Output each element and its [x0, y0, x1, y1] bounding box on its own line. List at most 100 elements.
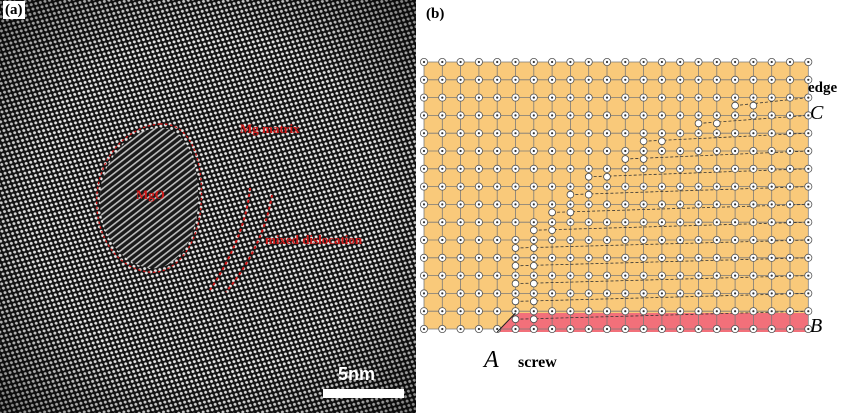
- atom-core: [642, 310, 645, 313]
- atom-core: [514, 221, 517, 224]
- atom-core: [752, 167, 755, 170]
- atom-core: [605, 327, 609, 331]
- atom-core: [605, 149, 609, 153]
- displaced-atom: [731, 101, 739, 110]
- atom-core: [807, 203, 810, 206]
- atom-core: [605, 292, 609, 295]
- edge-label: edge: [808, 80, 838, 96]
- atom-core: [477, 327, 480, 331]
- atom-core: [734, 310, 737, 313]
- atom-core: [459, 274, 462, 277]
- atom-core: [496, 238, 499, 242]
- atom-core: [624, 185, 627, 188]
- atom-core: [551, 203, 554, 206]
- atom-core: [697, 78, 700, 81]
- atom-core: [734, 203, 737, 206]
- atom-core: [587, 238, 590, 242]
- atom-core: [587, 114, 590, 117]
- point-b-label: B: [810, 315, 823, 337]
- atom-core: [734, 238, 737, 242]
- atom-core: [715, 238, 718, 242]
- atom-core: [459, 238, 462, 242]
- atom-core: [605, 96, 609, 99]
- atom-core: [734, 292, 737, 295]
- atom-core: [496, 185, 499, 188]
- atom-core: [441, 149, 444, 153]
- atom-core: [496, 60, 499, 64]
- displaced-atom: [584, 190, 593, 199]
- atom-core: [459, 114, 462, 117]
- atom-core: [605, 78, 609, 81]
- atom-core: [715, 310, 718, 313]
- atom-core: [587, 274, 590, 277]
- atom-core: [642, 167, 645, 170]
- atom-core: [807, 60, 810, 64]
- mgo-outline: [96, 123, 203, 273]
- atom-core: [679, 185, 682, 188]
- atom-core: [752, 327, 755, 331]
- dislocation-dashed-line: [515, 257, 809, 267]
- atom-core: [660, 221, 663, 224]
- atom-core: [697, 292, 700, 295]
- displaced-atom: [530, 262, 538, 270]
- atom-core: [752, 203, 755, 206]
- atom-core: [788, 292, 792, 295]
- atom-core: [697, 114, 700, 117]
- atom-core: [422, 114, 426, 117]
- dislocation-line-left: [209, 187, 251, 291]
- atom-core: [569, 292, 572, 295]
- displaced-atom: [548, 226, 556, 235]
- atom-core: [715, 221, 718, 224]
- atom-core: [569, 132, 572, 135]
- atom-core: [715, 327, 718, 331]
- atom-core: [514, 238, 517, 242]
- displaced-atom: [639, 155, 648, 163]
- atom-core: [624, 60, 627, 64]
- atom-core: [422, 149, 426, 153]
- atom-core: [788, 310, 792, 313]
- atom-core: [605, 310, 609, 313]
- atom-core: [532, 256, 535, 259]
- dislocation-dashed-line: [552, 204, 809, 213]
- atom-core: [788, 149, 792, 153]
- atom-core: [660, 203, 663, 206]
- atom-core: [569, 310, 572, 313]
- atom-core: [551, 114, 554, 117]
- atom-core: [477, 256, 480, 259]
- atom-core: [477, 221, 480, 224]
- scale-bar: [323, 389, 404, 398]
- atom-core: [441, 256, 444, 259]
- atom-core: [752, 149, 755, 153]
- atom-core: [660, 60, 663, 64]
- displaced-atom: [694, 119, 703, 128]
- displaced-atom: [566, 190, 575, 199]
- atom-core: [660, 292, 663, 295]
- atom-core: [551, 78, 554, 81]
- atom-core: [605, 221, 609, 224]
- displaced-atom: [566, 208, 575, 217]
- atom-core: [624, 310, 627, 313]
- atom-core: [752, 96, 755, 99]
- atom-core: [459, 256, 462, 259]
- atom-core: [569, 60, 572, 64]
- atom-core: [422, 60, 426, 64]
- atom-core: [587, 78, 590, 81]
- atom-core: [752, 132, 755, 135]
- atom-core: [605, 132, 609, 135]
- atom-core: [642, 292, 645, 295]
- atom-core: [477, 167, 480, 170]
- screw-label: screw: [518, 354, 557, 371]
- atom-core: [660, 256, 663, 259]
- dislocation-dashed-line: [625, 150, 809, 160]
- atom-core: [422, 310, 426, 313]
- atom-core: [807, 274, 810, 277]
- atom-core: [551, 167, 554, 170]
- atom-core: [660, 238, 663, 242]
- atom-core: [459, 96, 462, 99]
- atom-core: [752, 256, 755, 259]
- hrtem-image: [0, 0, 416, 413]
- mixed-dislocation-label: mixed dislocation: [265, 232, 363, 247]
- atom-core: [624, 114, 627, 117]
- atom-core: [788, 274, 792, 277]
- atom-core: [569, 327, 572, 331]
